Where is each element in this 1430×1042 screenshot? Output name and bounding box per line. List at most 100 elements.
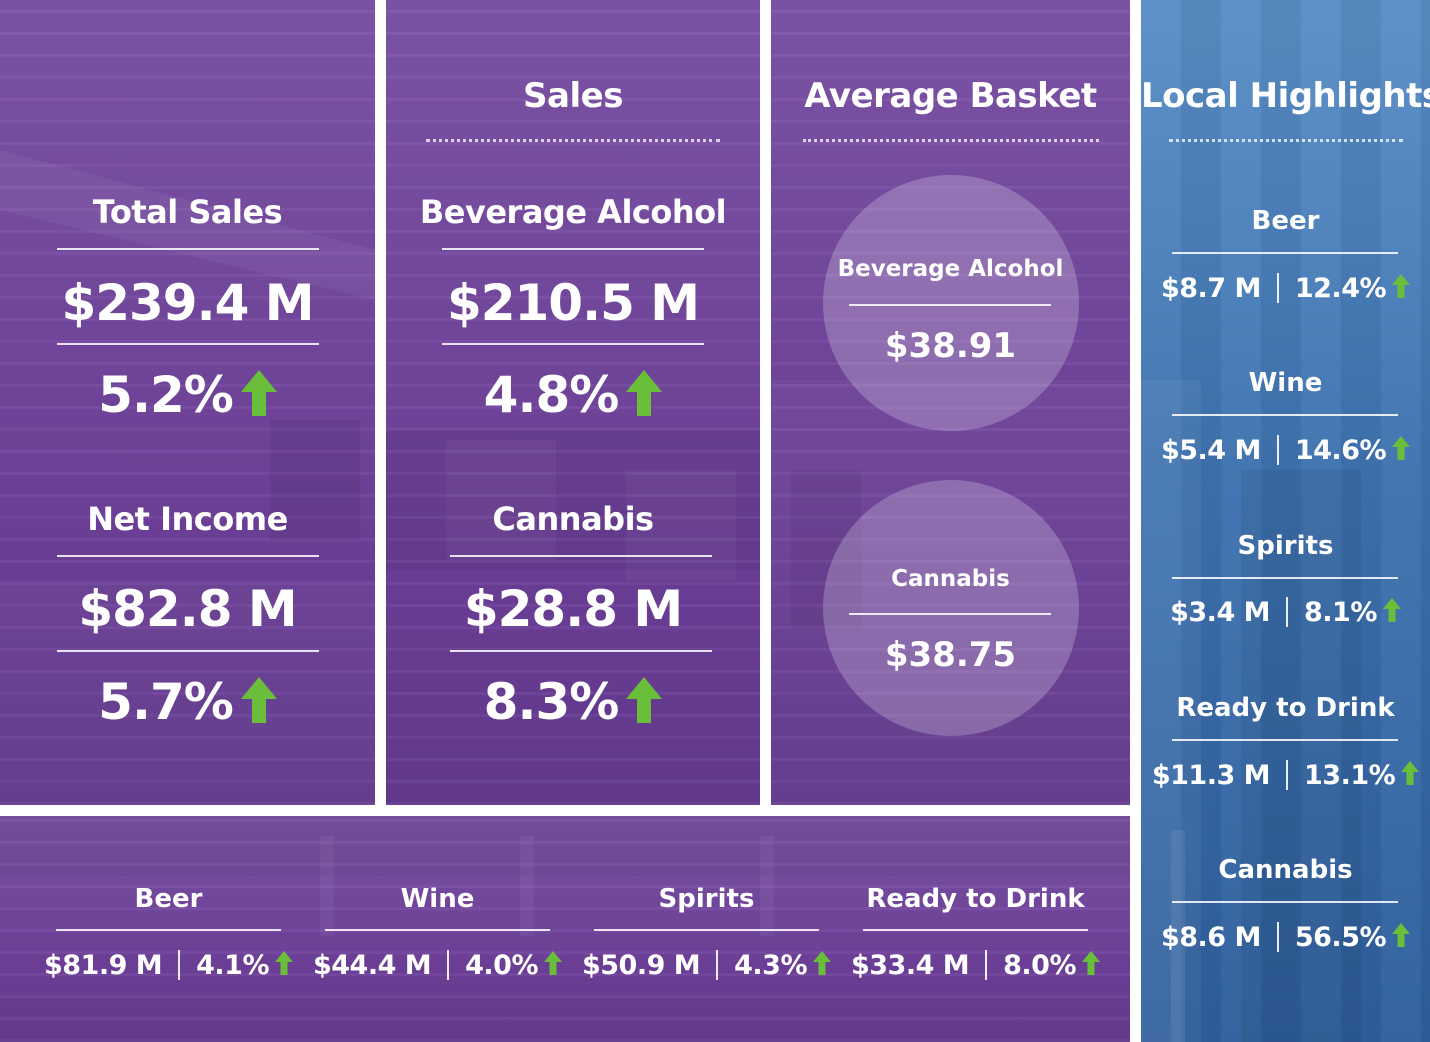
divider: [1172, 739, 1398, 741]
divider: [325, 929, 550, 931]
basket-cannabis-label: Cannabis: [891, 566, 1010, 592]
category-beer-value: $81.9 M: [43, 949, 163, 981]
divider: [57, 248, 319, 250]
beverage-alcohol-title: Beverage Alcohol: [419, 193, 727, 231]
sales-heading: Sales: [523, 76, 623, 116]
cannabis-title: Cannabis: [492, 500, 654, 538]
total-sales-value: $239.4 M: [61, 274, 314, 332]
separator: [1276, 922, 1279, 952]
up-arrow-icon: [1392, 923, 1411, 951]
up-arrow-icon: [1392, 274, 1411, 302]
local-rtd-figures: $11.3 M 13.1%: [1141, 757, 1430, 793]
category-rtd-change: 8.0%: [1003, 949, 1077, 981]
local-rtd-value: $11.3 M: [1151, 759, 1271, 791]
dotted-divider: [803, 139, 1099, 142]
category-beer-name: Beer: [134, 884, 203, 914]
local-spirits-change: 8.1%: [1304, 596, 1377, 628]
category-wine-change: 4.0%: [465, 949, 539, 981]
category-rtd-value: $33.4 M: [850, 949, 970, 981]
total-panel: Total Sales $239.4 M 5.2% Net Income $82…: [0, 0, 375, 805]
up-arrow-icon: [1401, 761, 1420, 789]
category-rtd-name: Ready to Drink: [866, 884, 1085, 914]
up-arrow-icon: [1392, 436, 1411, 464]
cannabis-value: $28.8 M: [463, 580, 683, 638]
local-spirits-name: Spirits: [1237, 531, 1334, 561]
separator: [1276, 435, 1279, 465]
category-spirits-change: 4.3%: [734, 949, 808, 981]
local-rtd-change: 13.1%: [1304, 759, 1396, 791]
local-wine-value: $5.4 M: [1160, 434, 1261, 466]
cannabis-bubble: [823, 480, 1079, 736]
divider: [57, 650, 319, 652]
dotted-divider: [426, 139, 720, 142]
separator: [447, 950, 450, 980]
cannabis-change-value: 8.3%: [483, 673, 620, 731]
divider: [1172, 252, 1398, 254]
local-spirits-value: $3.4 M: [1170, 596, 1270, 628]
divider: [1172, 901, 1398, 903]
total-sales-title: Total Sales: [92, 193, 283, 231]
local-rtd-name: Ready to Drink: [1176, 693, 1395, 723]
beverage-alcohol-change-value: 4.8%: [483, 366, 620, 424]
average-basket-heading: Average Basket: [804, 76, 1097, 116]
building-backdrop: [1141, 380, 1361, 1042]
divider: [594, 929, 819, 931]
net-income-value: $82.8 M: [78, 580, 297, 638]
divider: [849, 304, 1051, 306]
up-arrow-icon: [626, 677, 663, 727]
divider: [442, 343, 704, 345]
local-spirits-figures: $3.4 M 8.1%: [1141, 594, 1430, 630]
divider: [863, 929, 1088, 931]
divider: [442, 248, 704, 250]
divider: [57, 343, 319, 345]
local-highlights-heading: Local Highlights: [1141, 76, 1430, 116]
local-cannabis-name: Cannabis: [1218, 855, 1353, 885]
net-income-title: Net Income: [87, 500, 288, 538]
up-arrow-icon: [240, 370, 277, 420]
beverage-alcohol-value: $210.5 M: [446, 274, 700, 332]
sales-panel: Sales Beverage Alcohol $210.5 M 4.8% Can…: [386, 0, 760, 805]
local-highlights-panel: Local Highlights Beer $8.7 M 12.4% Wine …: [1141, 0, 1430, 1042]
category-rtd-figures: $33.4 M 8.0%: [843, 947, 1108, 983]
beverage-alcohol-change: 4.8%: [386, 364, 760, 426]
dotted-divider: [1169, 139, 1403, 142]
local-wine-name: Wine: [1248, 368, 1323, 398]
beverage-alcohol-bubble: [823, 175, 1079, 431]
local-cannabis-value: $8.6 M: [1160, 921, 1261, 953]
category-beer-change: 4.1%: [196, 949, 270, 981]
basket-beverage-alcohol-label: Beverage Alcohol: [837, 256, 1064, 282]
local-cannabis-figures: $8.6 M 56.5%: [1141, 919, 1430, 955]
divider: [450, 555, 712, 557]
separator: [716, 950, 719, 980]
up-arrow-icon: [240, 677, 277, 727]
local-beer-name: Beer: [1251, 206, 1320, 236]
up-arrow-icon: [626, 370, 663, 420]
category-wine-name: Wine: [400, 884, 475, 914]
divider: [849, 613, 1051, 615]
up-arrow-icon: [275, 951, 294, 979]
divider: [56, 929, 281, 931]
local-wine-figures: $5.4 M 14.6%: [1141, 432, 1430, 468]
up-arrow-icon: [544, 951, 563, 979]
divider: [450, 650, 712, 652]
separator: [1276, 273, 1279, 303]
local-beer-change: 12.4%: [1294, 272, 1387, 304]
category-wine-value: $44.4 M: [312, 949, 432, 981]
basket-beverage-alcohol-value: $38.91: [884, 326, 1017, 366]
up-arrow-icon: [1082, 951, 1101, 979]
separator: [1286, 597, 1288, 627]
net-income-change-value: 5.7%: [98, 673, 234, 731]
up-arrow-icon: [813, 951, 832, 979]
categories-panel: Beer $81.9 M 4.1% Wine $44.4 M 4.0% Spir…: [0, 816, 1130, 1042]
divider: [1172, 577, 1398, 579]
category-spirits-value: $50.9 M: [581, 949, 701, 981]
separator: [178, 950, 181, 980]
category-wine-figures: $44.4 M 4.0%: [305, 947, 570, 983]
total-sales-change-value: 5.2%: [98, 366, 234, 424]
divider: [1172, 414, 1398, 416]
local-beer-figures: $8.7 M 12.4%: [1141, 270, 1430, 306]
local-wine-change: 14.6%: [1294, 434, 1387, 466]
basket-cannabis-value: $38.75: [884, 635, 1017, 675]
local-beer-value: $8.7 M: [1160, 272, 1261, 304]
net-income-change: 5.7%: [0, 671, 375, 733]
